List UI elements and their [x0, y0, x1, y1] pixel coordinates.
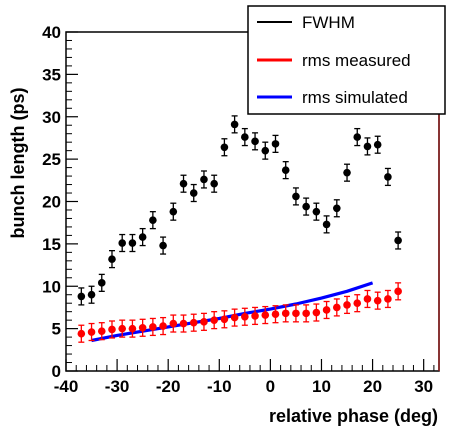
x-tick-label: -30 [105, 377, 130, 396]
data-point-fwhm [200, 175, 208, 184]
y-tick-label: 5 [52, 320, 61, 339]
data-point-fwhm [241, 133, 249, 141]
data-point-fwhm [292, 192, 300, 201]
axis-ticks [65, 31, 435, 372]
legend: FWHM rms measured rms simulated [247, 5, 446, 115]
data-point-rms-measured [302, 309, 310, 318]
x-tick-label: -10 [207, 377, 232, 396]
data-point-fwhm [281, 166, 290, 174]
data-point-rms-measured [251, 312, 259, 320]
data-point-rms-measured [108, 325, 116, 334]
data-point-fwhm [108, 255, 116, 263]
data-point-rms-measured [179, 319, 188, 328]
data-point-fwhm [97, 279, 106, 287]
series-layer [77, 115, 402, 343]
x-tick-label: 20 [363, 377, 382, 396]
data-point-rms-measured [189, 318, 198, 327]
data-point-fwhm [128, 239, 137, 247]
data-point-fwhm [251, 137, 259, 146]
data-point-rms-measured [281, 309, 290, 318]
data-point-fwhm [149, 216, 157, 224]
data-point-rms-measured [292, 309, 300, 318]
data-point-fwhm [363, 142, 372, 151]
y-tick-label: 10 [42, 277, 61, 296]
data-point-fwhm [230, 120, 239, 129]
data-point-fwhm [384, 173, 392, 181]
data-point-rms-measured [230, 313, 239, 322]
data-point-rms-measured [159, 322, 167, 330]
y-axis-title: bunch length (ps) [8, 88, 28, 239]
y-tick-label: 0 [52, 362, 61, 381]
x-tick-label: 0 [266, 377, 275, 396]
data-point-fwhm [189, 189, 198, 197]
data-point-rms-measured [97, 327, 106, 335]
data-point-rms-measured [169, 319, 178, 328]
y-tick-label: 20 [42, 193, 61, 212]
x-axis-title: relative phase (deg) [269, 406, 438, 426]
data-point-rms-measured [77, 329, 86, 338]
x-tick-label: 30 [414, 377, 433, 396]
data-point-rms-measured [261, 311, 270, 319]
y-tick-label: 30 [42, 108, 61, 127]
data-point-fwhm [333, 204, 341, 213]
data-point-rms-measured [271, 310, 280, 319]
data-point-rms-measured [241, 312, 249, 321]
data-point-fwhm [179, 179, 188, 188]
data-point-rms-measured [128, 324, 137, 333]
data-point-fwhm [322, 220, 331, 229]
data-point-fwhm [159, 241, 167, 250]
data-point-rms-measured [373, 296, 382, 305]
data-point-fwhm [118, 239, 127, 247]
data-point-fwhm [394, 236, 402, 245]
x-tick-label: 10 [312, 377, 331, 396]
data-point-fwhm [353, 133, 362, 141]
legend-label-fwhm: FWHM [302, 13, 355, 32]
data-point-fwhm [210, 179, 218, 188]
y-tick-label: 35 [42, 65, 61, 84]
legend-label-rms-simulated: rms simulated [302, 88, 408, 107]
x-tick-label: -40 [54, 377, 79, 396]
data-point-rms-measured [87, 328, 96, 336]
data-point-rms-measured [118, 324, 127, 333]
data-point-rms-measured [394, 287, 402, 296]
y-tick-label: 40 [42, 23, 61, 42]
data-point-rms-measured [353, 299, 362, 308]
data-point-fwhm [169, 207, 178, 216]
data-point-fwhm [87, 290, 96, 299]
data-point-rms-measured [200, 318, 208, 326]
y-tick-label: 15 [42, 235, 61, 254]
data-point-fwhm [373, 140, 382, 149]
data-point-fwhm [271, 140, 280, 148]
data-point-rms-measured [322, 306, 331, 314]
data-point-rms-measured [149, 323, 157, 331]
data-point-rms-measured [138, 323, 147, 332]
data-point-rms-measured [333, 303, 341, 312]
data-point-rms-measured [384, 295, 392, 303]
data-point-fwhm [77, 292, 86, 301]
data-point-rms-measured [363, 295, 372, 303]
data-point-rms-measured [343, 301, 351, 309]
data-point-fwhm [312, 207, 321, 216]
data-point-rms-measured [312, 308, 321, 317]
data-point-fwhm [302, 202, 310, 211]
y-tick-labels: 0 5 10 15 20 25 30 35 40 [42, 23, 61, 381]
legend-label-rms-measured: rms measured [302, 51, 411, 70]
x-tick-labels: -40 -30 -20 -10 0 10 20 30 [54, 377, 433, 396]
data-point-rms-measured [210, 316, 218, 324]
y-tick-label: 25 [42, 150, 61, 169]
data-point-fwhm [220, 143, 229, 152]
data-point-fwhm [343, 168, 351, 177]
data-point-fwhm [261, 146, 270, 155]
data-point-rms-measured [220, 315, 229, 324]
data-point-fwhm [138, 233, 147, 241]
x-tick-label: -20 [156, 377, 181, 396]
